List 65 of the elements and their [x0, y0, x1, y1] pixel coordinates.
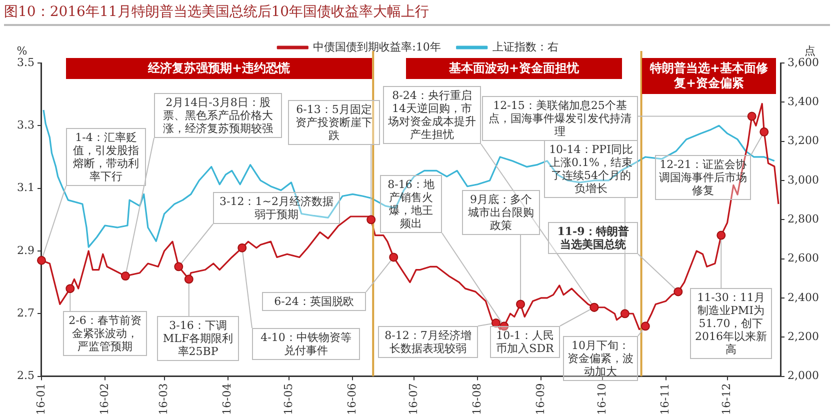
y2-tick-label: 3,600 [788, 56, 820, 69]
y2-tick-label: 3,200 [788, 134, 820, 148]
x-tick-label: 16-03 [157, 383, 170, 416]
y2-tick-label: 3,400 [788, 95, 820, 108]
x-tick-label: 16-04 [220, 383, 234, 416]
chart-title: 图10：2016年11月特朗普当选美国总统后10年国债收益率大幅上行 [4, 3, 830, 26]
callout-box: 1-4：汇率贬值，引发股指熔断，带动利率下行 [66, 128, 146, 186]
annotation: 经济复苏强预期+违约恐慌 [148, 61, 290, 75]
y2-tick-label: 2,200 [788, 330, 820, 343]
callout-box: 8-12：7月经济增长数据表现较弱 [378, 326, 478, 358]
annotation: 4-10：中铁物资等兑付事件 [260, 331, 352, 357]
callout-box: 11-30：11月制造业PMI为51.70，创下2016年以来新高 [690, 288, 772, 359]
annotation: 2-6：春节前资金紧张波动，严监管预期 [68, 314, 142, 353]
callout-box: 6-13：5月固定资产投资断崖下跌 [288, 100, 380, 145]
label-banner: 基本面波动+资金面担忧 [406, 58, 622, 79]
annotation: 9月底：多个城市出台限购政策 [468, 193, 534, 232]
y-tick-label: 2.5 [16, 369, 34, 382]
label-banner: 经济复苏强预期+违约恐慌 [66, 58, 372, 79]
y-tick-label: 2.7 [16, 306, 34, 320]
x-tick-label: 16-02 [98, 383, 111, 416]
annotation: 10-1：人民币加入SDR [496, 329, 554, 355]
annotation: 12-15：美联储加息25个基点，国海事件爆发引发代持清理 [488, 99, 632, 138]
callout-box: 2月14日-3月8日：股票、黑色系产品价格大涨，经济复苏预期较强 [154, 93, 282, 138]
x-tick-label: 16-08 [470, 383, 484, 416]
y2-axis-title: 点 [804, 44, 816, 58]
y2-tick-label: 2,600 [788, 252, 820, 265]
legend-label: 中债国债到期收益率:10年 [313, 40, 441, 54]
callout-box: 3-16：下调MLF各期限利率25BP [157, 316, 239, 361]
callout-box: 2-6：春节前资金紧张波动，严监管预期 [63, 311, 147, 356]
annotation: 基本面波动+资金面担忧 [448, 61, 580, 75]
y2-tick-label: 3,000 [788, 173, 820, 186]
y2-tick-label: 2,000 [788, 369, 820, 382]
legend-label: 上证指数：右 [492, 40, 558, 54]
y-tick-label: 3.3 [16, 118, 34, 132]
callout-box: 12-15：美联储加息25个基点，国海事件爆发引发代持清理 [482, 96, 638, 141]
annotation: 1-4：汇率贬值，引发股指熔断，带动利率下行 [73, 131, 139, 183]
callout-box: 10月下旬：资金偏紧，波动加大 [563, 336, 638, 381]
annotation: 6-13：5月固定资产投资断崖下跌 [296, 103, 372, 142]
callout-box: 10-1：人民币加入SDR [490, 326, 560, 358]
callout-box: 11-9：特朗普当选美国总统 [548, 222, 638, 254]
y2-tick-label: 2,800 [788, 212, 820, 226]
x-tick-label: 16-12 [720, 383, 734, 416]
x-tick-label: 16-05 [282, 383, 296, 416]
annotation: 3-16：下调MLF各期限利率25BP [162, 319, 234, 358]
annotation: 特朗普当选+基本面修复+资金偏紧 [650, 61, 768, 90]
callout-box: 6-24：英国脱欧 [262, 292, 366, 311]
annotation: 2月14日-3月8日：股票、黑色系产品价格大涨，经济复苏预期较强 [163, 96, 273, 135]
y-tick-label: 3.1 [16, 181, 34, 194]
x-tick-label: 16-06 [346, 383, 359, 416]
y-tick-label: 3.5 [16, 56, 34, 69]
callout-box: 8-24：央行重启14天逆回购，市场对资金成本提升产生担忧 [383, 86, 481, 144]
annotation: 6-24：英国脱欧 [274, 295, 354, 308]
y2-tick-label: 2,400 [788, 290, 820, 304]
y-tick-label: 2.9 [16, 244, 34, 257]
x-tick-label: 16-07 [406, 383, 420, 416]
x-tick-label: 16-10 [595, 383, 608, 416]
x-tick-label: 16-11 [658, 383, 672, 416]
y-axis-title: % [16, 44, 28, 58]
callout-box: 4-10：中铁物资等兑付事件 [252, 328, 360, 360]
x-tick-label: 16-09 [534, 383, 547, 416]
annotation: 8-12：7月经济增长数据表现较弱 [384, 329, 472, 355]
label-banner: 特朗普当选+基本面修复+资金偏紧 [642, 58, 776, 94]
callout-box: 9月底：多个城市出台限购政策 [462, 190, 540, 235]
x-tick-label: 16-01 [34, 383, 48, 416]
annotation: 11-9：特朗普当选美国总统 [557, 225, 629, 251]
